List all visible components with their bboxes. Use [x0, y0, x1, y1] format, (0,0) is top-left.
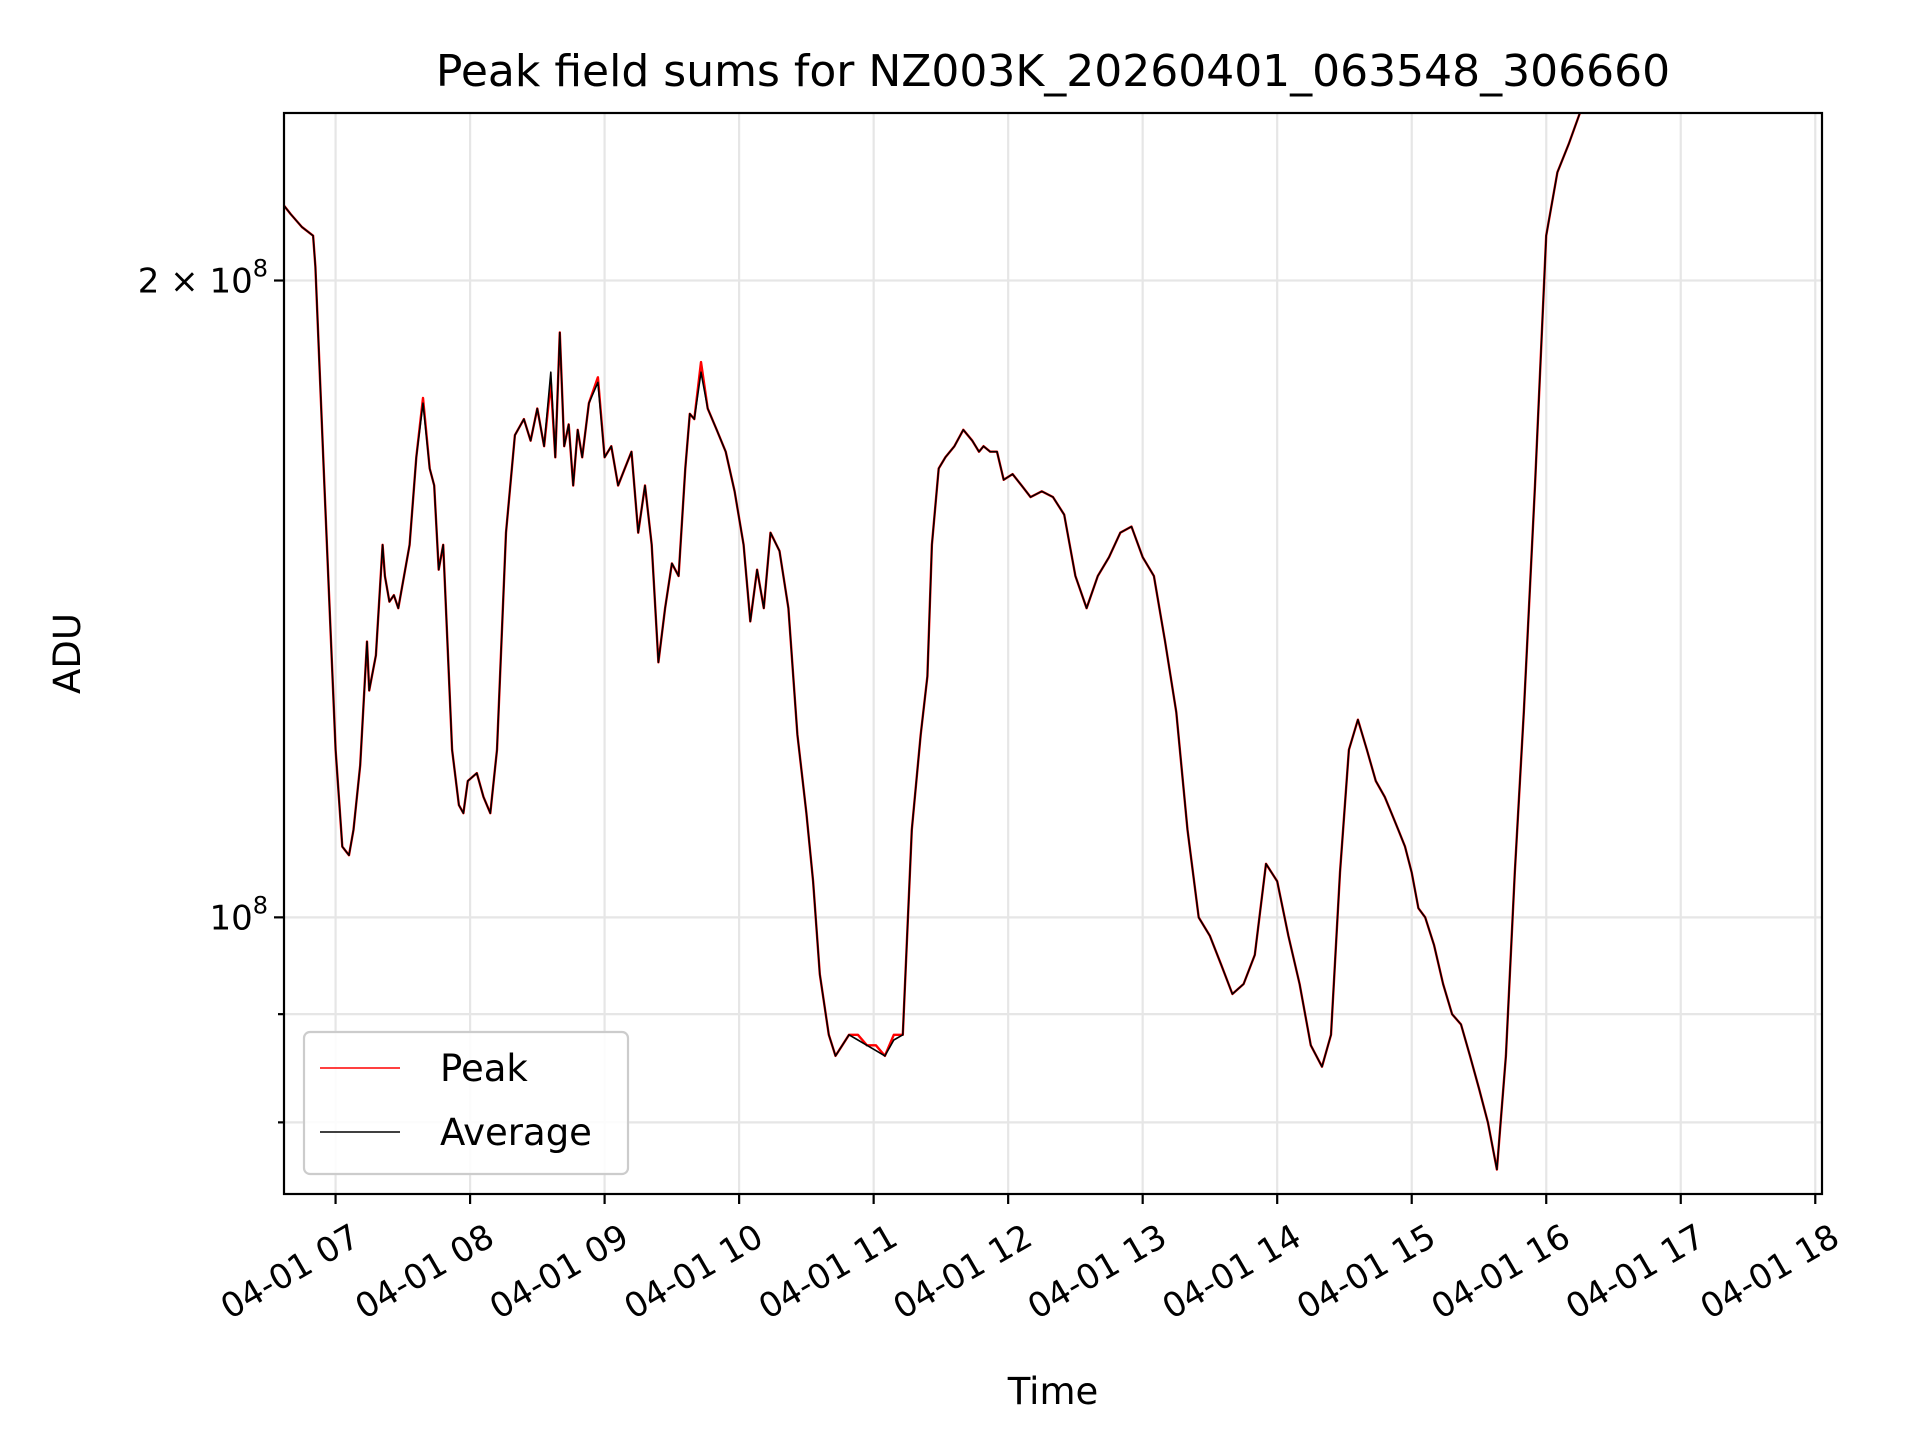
plot-series: [283, 112, 1582, 1171]
y-tick-label-exponent: 8: [253, 891, 268, 919]
x-axis-label: Time: [1007, 1370, 1099, 1413]
y-tick-label: 108: [209, 891, 268, 938]
chart-title: Peak field sums for NZ003K_20260401_0635…: [436, 46, 1670, 97]
legend: Peak Average: [302, 1030, 630, 1176]
legend-label-peak: Peak: [440, 1047, 528, 1090]
series-line-average: [283, 112, 1581, 1171]
y-tick-label-base: 10: [209, 898, 252, 938]
legend-label-average: Average: [440, 1111, 592, 1154]
y-tick-label-base: 2 × 10: [138, 262, 253, 302]
y-axis-label: ADU: [46, 613, 89, 694]
y-tick-label: 2 × 108: [138, 255, 268, 302]
grid: [284, 113, 1822, 1194]
axes-frame: [282, 111, 1824, 1196]
y-tick-label-exponent: 8: [253, 255, 268, 283]
